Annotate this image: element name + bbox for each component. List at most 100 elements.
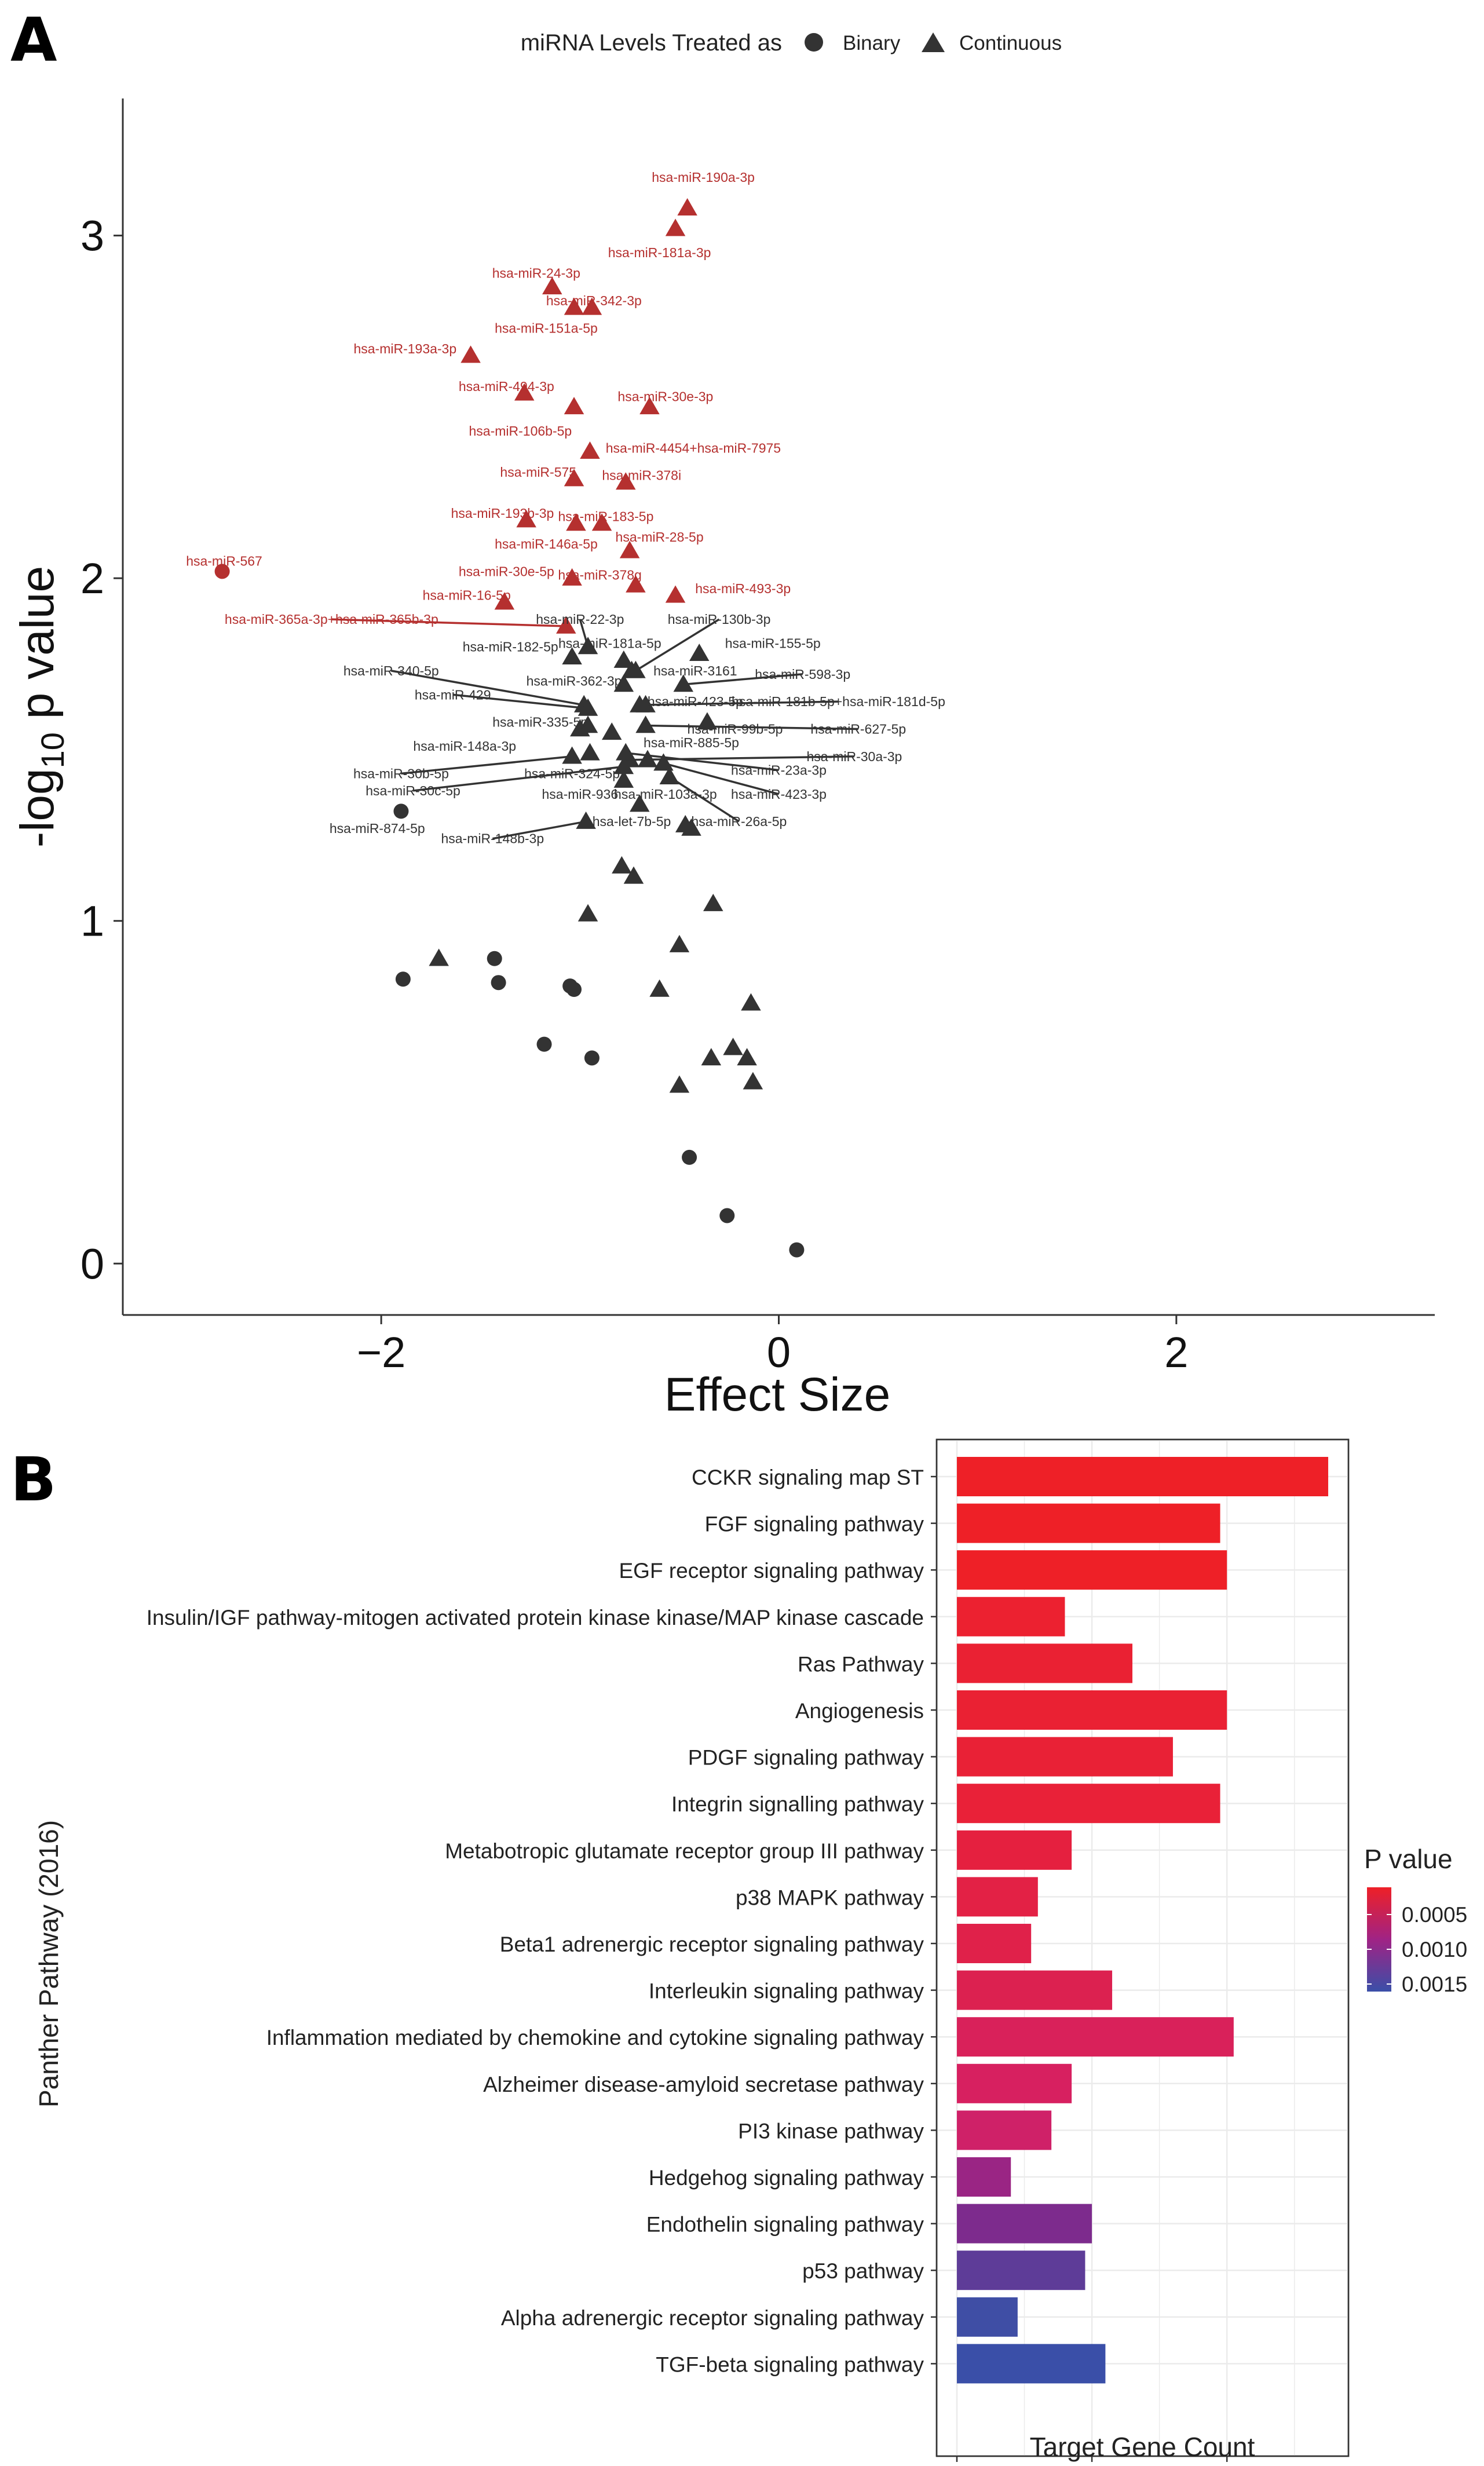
- point-label: hsa-miR-598-3p: [755, 667, 850, 682]
- point-label: hsa-miR-30e-5p: [459, 564, 554, 579]
- point-label: hsa-miR-22-3p: [536, 612, 624, 627]
- point-label: hsa-miR-575: [500, 465, 576, 480]
- label-leader-line: [668, 776, 740, 823]
- data-point-triangle: [673, 674, 694, 692]
- category-label: Beta1 adrenergic receptor signaling path…: [500, 1932, 924, 1956]
- data-point-circle: [584, 1050, 600, 1066]
- point-label: hsa-miR-23a-3p: [731, 762, 827, 777]
- data-point-triangle: [697, 712, 718, 730]
- data-point-triangle: [703, 893, 723, 911]
- point-label: hsa-miR-130b-3p: [668, 612, 771, 627]
- label-leader-line: [639, 700, 839, 706]
- point-label: hsa-miR-193b-3p: [451, 506, 554, 521]
- bar: [956, 2063, 1072, 2103]
- point-label: hsa-miR-342-3p: [546, 293, 642, 308]
- data-point-triangle: [635, 715, 656, 733]
- label-leader-line: [645, 724, 858, 730]
- label-leader-line: [452, 693, 589, 710]
- bar: [956, 1830, 1072, 1870]
- data-point-triangle: [743, 1072, 763, 1090]
- data-point-triangle: [619, 540, 640, 558]
- label-leader-line: [683, 673, 803, 686]
- data-point-triangle: [659, 767, 679, 785]
- data-point-triangle: [580, 441, 600, 459]
- point-label: hsa-miR-378g: [558, 567, 641, 582]
- data-point-circle: [566, 982, 582, 998]
- bar-x-tick-label: 40: [1215, 2463, 1239, 2466]
- data-point-triangle: [577, 904, 598, 922]
- category-label: PDGF signaling pathway: [688, 1746, 924, 1770]
- category-label: Metabotropic glutamate receptor group II…: [445, 1839, 924, 1863]
- category-label: CCKR signaling map ST: [692, 1466, 924, 1489]
- point-label: hsa-miR-26a-5p: [691, 814, 787, 829]
- bar: [956, 2017, 1234, 2057]
- point-label: hsa-miR-3161: [653, 663, 737, 678]
- data-point-triangle: [580, 743, 600, 761]
- category-label: Alzheimer disease-amyloid secretase path…: [483, 2073, 924, 2096]
- scatter-legend: miRNA Levels Treated as Binary Continuou…: [521, 30, 1062, 56]
- point-label: hsa-miR-16-5p: [423, 588, 511, 603]
- bar: [956, 2204, 1092, 2244]
- data-point-triangle: [613, 770, 634, 788]
- x-tick-label: 2: [1164, 1328, 1188, 1376]
- panel-b-label: B: [10, 1444, 56, 1515]
- data-point-triangle: [630, 695, 650, 713]
- x-tick-label: −2: [357, 1328, 405, 1376]
- point-label: hsa-miR-103a-3p: [614, 787, 717, 802]
- category-label: FGF signaling pathway: [705, 1513, 924, 1536]
- data-point-triangle: [669, 1075, 690, 1093]
- point-label: hsa-miR-146a-5p: [495, 536, 598, 551]
- data-point-triangle: [577, 715, 598, 733]
- point-label: hsa-miR-885-5p: [644, 735, 739, 750]
- category-label: Angiogenesis: [795, 1699, 924, 1723]
- bar: [956, 2251, 1085, 2290]
- label-leader-line: [635, 618, 720, 672]
- data-point-circle: [487, 951, 502, 966]
- bar: [956, 1690, 1227, 1730]
- data-point-triangle: [737, 1048, 757, 1066]
- point-label: hsa-miR-148a-3p: [413, 739, 516, 754]
- bar-x-axis-title: Target Gene Count: [1030, 2432, 1255, 2462]
- label-leader-line: [630, 755, 854, 761]
- data-point-triangle: [460, 345, 481, 363]
- data-point-circle: [393, 803, 409, 819]
- data-point-triangle: [669, 934, 690, 952]
- point-label: hsa-miR-423-3p: [731, 787, 827, 802]
- category-label: Insulin/IGF pathway-mitogen activated pr…: [147, 1606, 924, 1630]
- data-point-triangle: [639, 397, 660, 415]
- point-label: hsa-miR-30a-3p: [806, 749, 902, 764]
- data-point-circle: [682, 1149, 697, 1165]
- bar: [956, 2344, 1106, 2384]
- point-label: hsa-miR-30b-5p: [353, 766, 449, 781]
- point-label: hsa-let-7b-5p: [593, 814, 671, 829]
- label-leader-line: [331, 618, 566, 627]
- data-point-circle: [395, 971, 411, 987]
- bar: [956, 1457, 1329, 1496]
- category-label: Inflammation mediated by chemokine and c…: [266, 2026, 924, 2049]
- x-tick-label: 0: [767, 1328, 791, 1376]
- data-point-triangle: [591, 513, 612, 531]
- data-point-triangle: [556, 616, 576, 634]
- bar: [956, 1503, 1220, 1543]
- y-axis-title-base: 10: [34, 732, 71, 768]
- point-label: hsa-miR-181a-3p: [608, 245, 711, 260]
- data-point-circle: [719, 1208, 735, 1223]
- category-label: Hedgehog signaling pathway: [649, 2166, 924, 2190]
- data-point-triangle: [514, 383, 535, 401]
- data-point-triangle: [665, 218, 686, 236]
- data-point-triangle: [637, 750, 658, 768]
- point-label: hsa-miR-362-3p: [527, 674, 622, 689]
- bar: [956, 2110, 1052, 2150]
- point-label: hsa-miR-181b-5p+hsa-miR-181d-5p: [732, 694, 945, 709]
- bar: [956, 1737, 1173, 1777]
- bar-panel-border: [935, 1438, 1350, 2457]
- panel-a-label: A: [10, 5, 57, 75]
- data-point-triangle: [649, 979, 670, 997]
- data-point-triangle: [613, 757, 634, 774]
- bar: [956, 1970, 1113, 2010]
- point-label: hsa-miR-627-5p: [810, 721, 906, 736]
- bar: [956, 1924, 1032, 1963]
- legend-triangle-icon: [922, 32, 945, 52]
- data-point-triangle: [582, 297, 602, 315]
